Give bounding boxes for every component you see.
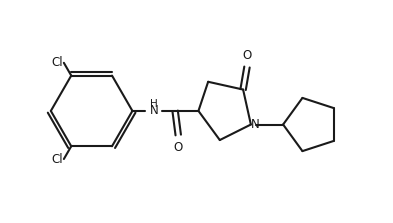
Text: Cl: Cl [51, 153, 63, 165]
Text: N: N [251, 118, 260, 131]
Text: N: N [149, 104, 158, 118]
Text: H: H [150, 99, 158, 109]
Text: O: O [174, 141, 183, 154]
Text: O: O [242, 49, 252, 62]
Text: Cl: Cl [51, 56, 63, 69]
